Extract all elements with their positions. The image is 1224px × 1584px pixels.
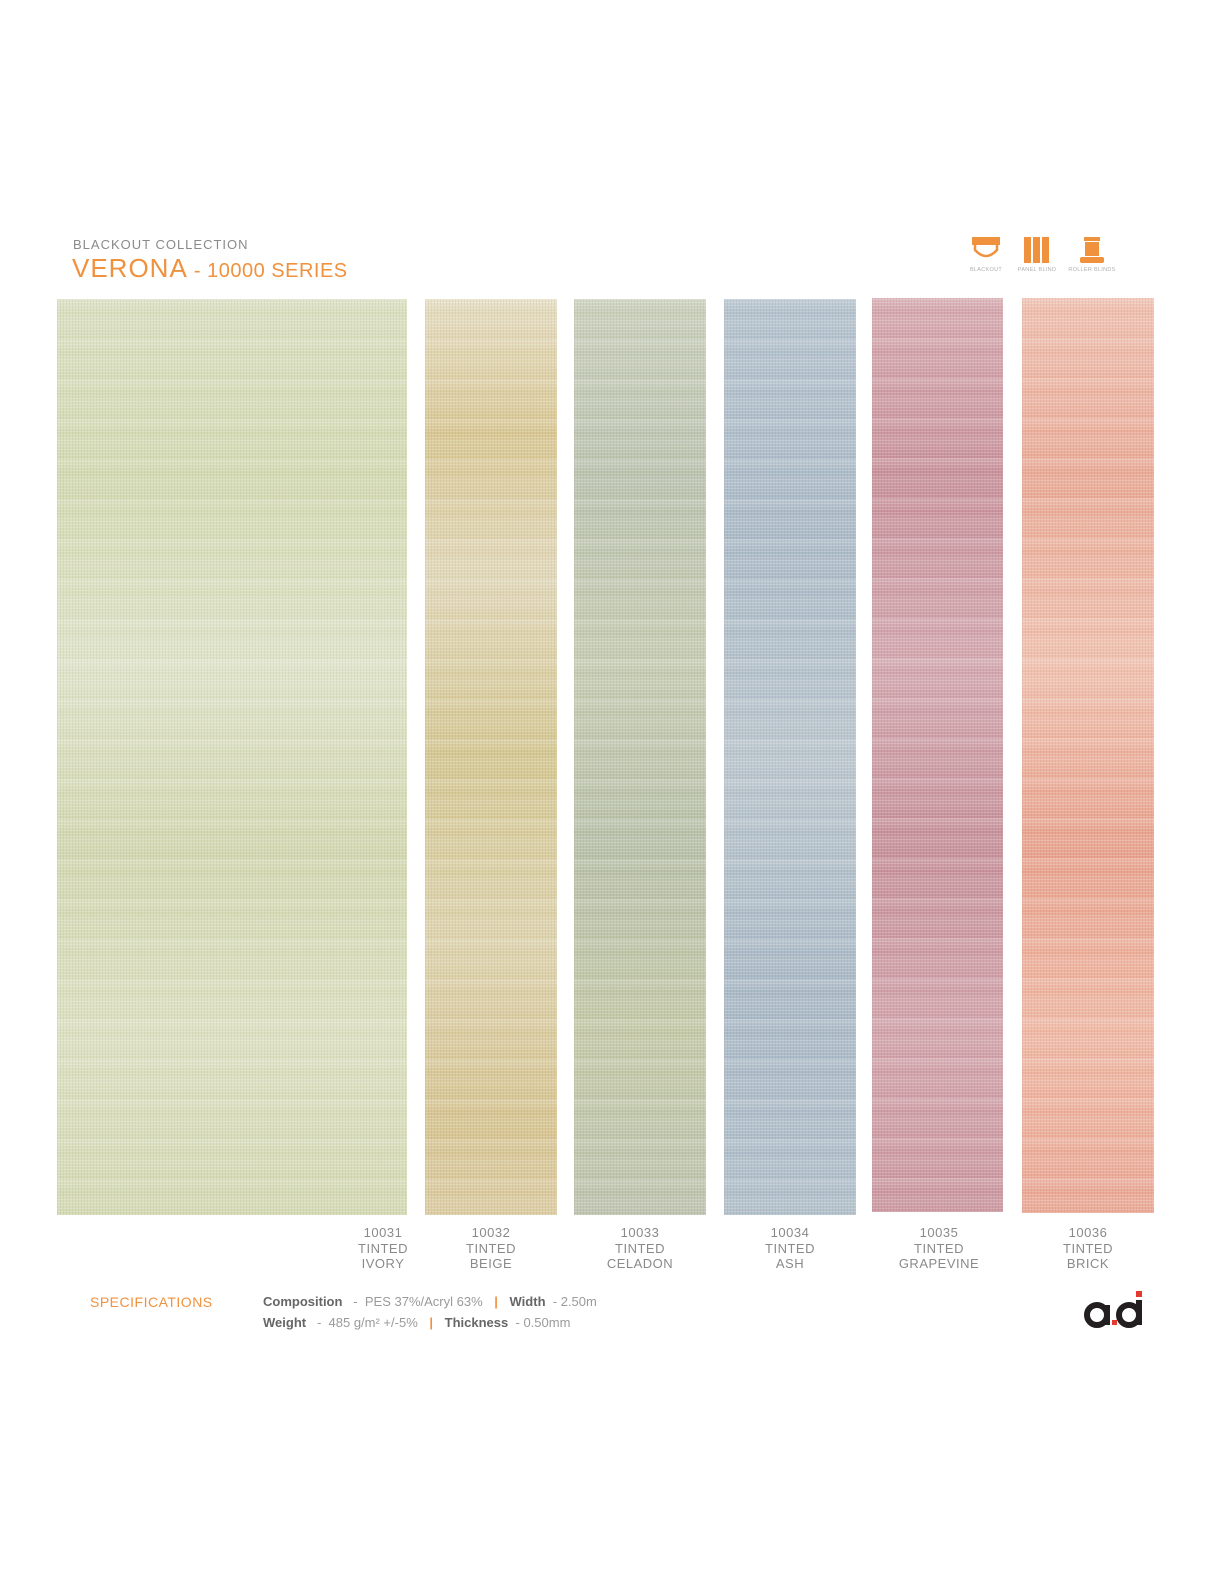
weight-label: Weight [263,1315,307,1330]
panel-blind-icon [1024,237,1049,263]
caption-brick: 10036 TINTED BRICK [1028,1225,1148,1272]
composition-value: PES 37%/Acryl 63% [364,1294,483,1309]
weight-value: 485 g/m² +/-5% [328,1315,418,1330]
panel-blind-label: PANEL BLIND [1017,267,1057,273]
separator: | [494,1294,498,1309]
title-main: VERONA [72,253,188,283]
dash: - [316,1315,322,1330]
caption-code: 10031 [363,1225,403,1240]
caption-celadon: 10033 TINTED CELADON [580,1225,700,1272]
blackout-item: BLACKOUT [958,236,1014,273]
dash: - [552,1294,558,1309]
caption-grapevine: 10035 TINTED GRAPEVINE [879,1225,999,1272]
adi-logo [1084,1291,1142,1328]
caption-line1: TINTED [466,1240,516,1256]
caption-line1: TINTED [765,1240,815,1256]
caption-code: 10035 [919,1225,959,1240]
swatch-tinted-celadon [574,299,706,1215]
caption-code: 10036 [1068,1225,1108,1240]
caption-line2: ASH [775,1256,805,1271]
dash: - [353,1294,358,1309]
caption-ash: 10034 TINTED ASH [730,1225,850,1272]
caption-code: 10034 [770,1225,810,1240]
product-type-icons: BLACKOUT PANEL BLIND ROLLER BLINDS [966,236,1126,280]
swatch-tinted-ivory [57,299,407,1215]
blackout-icon [972,237,1000,258]
swatch-tinted-brick [1022,298,1154,1213]
thickness-value: 0.50mm [523,1315,571,1330]
width-label: Width [509,1294,546,1309]
caption-line1: TINTED [1063,1240,1113,1256]
roller-blinds-label: ROLLER BLINDS [1068,267,1116,273]
roller-blinds-icon [1080,237,1104,263]
caption-code: 10033 [620,1225,660,1240]
swatch-tinted-ash [724,299,856,1215]
composition-label: Composition [263,1294,343,1309]
page-title: VERONA - 10000 SERIES [72,253,348,284]
caption-line2: CELADON [606,1256,674,1271]
specifications-heading: SPECIFICATIONS [90,1294,213,1310]
caption-line2: BEIGE [469,1256,513,1271]
spec-row-weight-thickness: Weight - 485 g/m² +/-5% | Thickness - 0.… [263,1315,570,1330]
caption-ivory: 10031 TINTED IVORY [323,1225,443,1272]
caption-line1: TINTED [358,1240,408,1256]
roller-blinds-item: ROLLER BLINDS [1064,236,1120,273]
swatch-tinted-beige [425,299,557,1215]
caption-beige: 10032 TINTED BEIGE [431,1225,551,1272]
dash: - [515,1315,520,1330]
caption-line1: TINTED [914,1240,964,1256]
thickness-label: Thickness [444,1315,509,1330]
spec-row-composition-width: Composition - PES 37%/Acryl 63% | Width … [263,1294,597,1309]
collection-label: BLACKOUT COLLECTION [73,237,249,252]
caption-line1: TINTED [615,1240,665,1256]
title-series: - 10000 SERIES [187,260,348,282]
caption-line2: GRAPEVINE [898,1256,980,1271]
caption-line2: BRICK [1066,1256,1110,1271]
blackout-label: BLACKOUT [969,267,1003,273]
swatch-tinted-grapevine [872,298,1003,1212]
separator: | [429,1315,434,1330]
caption-code: 10032 [471,1225,511,1240]
width-value: 2.50m [560,1294,597,1309]
caption-line2: IVORY [361,1256,405,1271]
panel-blind-item: PANEL BLIND [1009,236,1065,273]
